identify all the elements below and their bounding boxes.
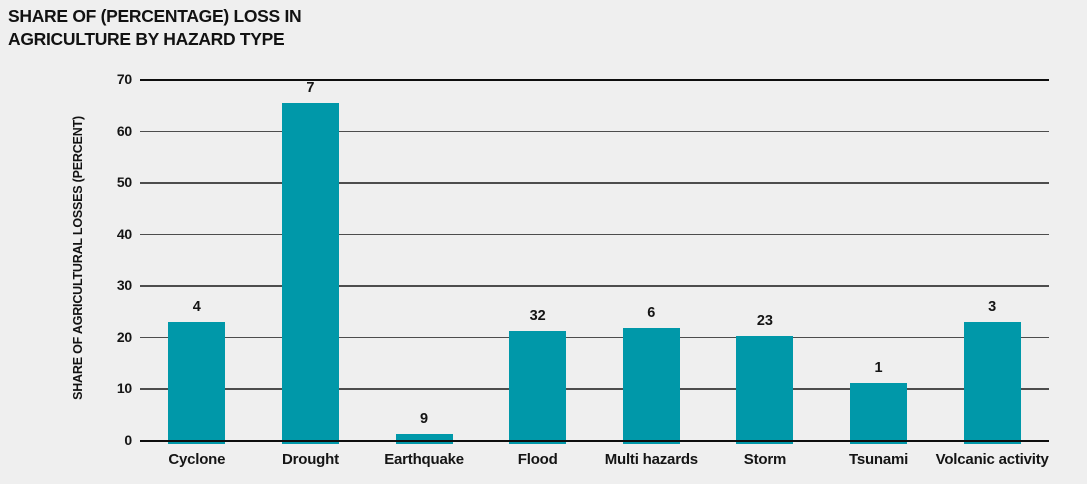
bar-value-label: 32	[529, 308, 546, 325]
bar-cyclone	[168, 321, 226, 444]
chart-title-line-2: AGRICULTURE BY HAZARD TYPE	[8, 29, 285, 49]
x-category-label: Flood	[517, 451, 558, 468]
chart-title: SHARE OF (PERCENTAGE) LOSS IN AGRICULTUR…	[8, 5, 302, 51]
bar-multi-hazards	[622, 327, 680, 444]
bar-value-label: 3	[988, 298, 997, 315]
y-tick-label-0: 0	[124, 432, 132, 448]
x-category-label: Earthquake	[384, 451, 464, 468]
gridline-20	[140, 336, 1049, 339]
y-tick-label-70: 70	[116, 71, 132, 87]
y-tick-label-50: 50	[116, 174, 132, 191]
y-tick-label-10: 10	[116, 380, 132, 397]
x-category-label: Tsunami	[848, 451, 909, 468]
bar-value-label: 4	[192, 298, 201, 315]
bar-value-label: 23	[756, 313, 773, 330]
x-category-label: Drought	[281, 451, 339, 468]
x-category-label: Multi hazards	[604, 451, 698, 468]
gridline-70	[140, 79, 1049, 81]
chart-title-line-1: SHARE OF (PERCENTAGE) LOSS IN	[8, 6, 302, 26]
bar-tsunami	[850, 383, 908, 444]
bar-value-label: 1	[874, 360, 883, 377]
gridline-50	[140, 182, 1049, 184]
x-category-label: Cyclone	[168, 451, 226, 468]
bar-volcanic-activity	[963, 321, 1021, 444]
y-tick-label-40: 40	[116, 225, 132, 242]
y-tick-label-30: 30	[116, 277, 132, 294]
bar-drought	[281, 103, 339, 444]
x-category-label: Volcanic activity	[935, 451, 1049, 468]
gridline-10	[140, 388, 1049, 390]
x-axis-line	[140, 440, 1049, 442]
bar-earthquake	[395, 433, 453, 444]
bar-storm	[736, 336, 794, 444]
bar-value-label: 7	[306, 80, 315, 97]
bar-value-label: 9	[420, 410, 429, 427]
y-tick-label-20: 20	[116, 328, 132, 345]
bar-value-label: 6	[647, 304, 656, 321]
gridline-60	[140, 130, 1049, 133]
gridline-40	[140, 233, 1049, 236]
x-category-label: Storm	[743, 451, 787, 468]
gridline-30	[140, 285, 1049, 287]
bar-flood	[509, 331, 567, 444]
y-tick-label-60: 60	[116, 122, 132, 139]
